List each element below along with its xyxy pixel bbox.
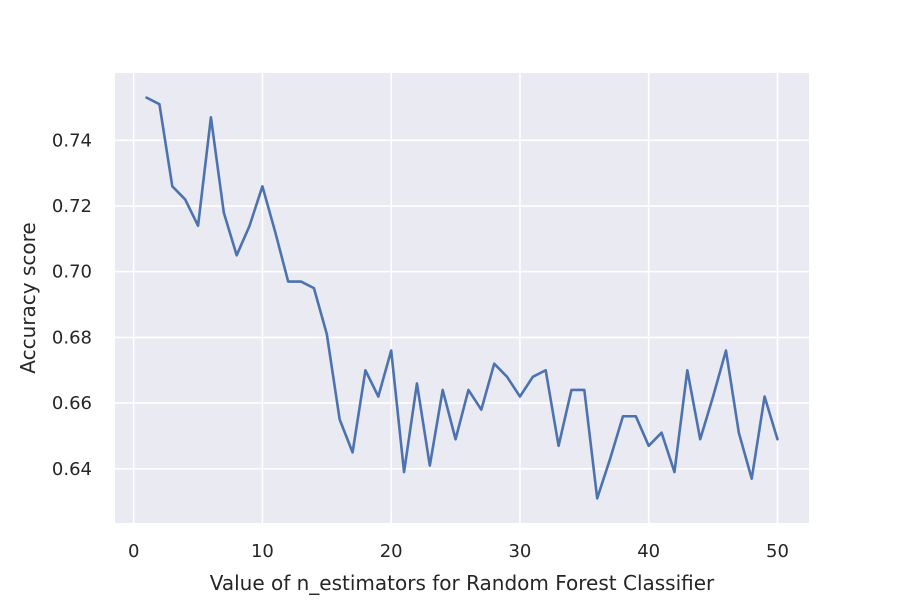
y-tick-label: 0.64 bbox=[52, 459, 92, 480]
x-tick-label: 20 bbox=[380, 541, 403, 562]
y-tick-label: 0.70 bbox=[52, 262, 92, 283]
y-tick-label: 0.66 bbox=[52, 393, 92, 414]
y-axis-label: Accuracy score bbox=[16, 222, 40, 373]
grid-lines bbox=[115, 73, 809, 523]
y-tick-label: 0.68 bbox=[52, 327, 92, 348]
plot-area bbox=[115, 73, 809, 523]
series-line bbox=[145, 96, 779, 500]
x-tick-label: 40 bbox=[637, 541, 660, 562]
tick-labels: 0 10 20 30 40 50 0.64 0.66 0.68 0.70 0.72 0.74 bbox=[52, 130, 789, 562]
x-tick-label: 50 bbox=[766, 541, 789, 562]
y-tick-label: 0.74 bbox=[52, 130, 92, 151]
x-axis-label: Value of n_estimators for Random Forest … bbox=[210, 571, 715, 595]
y-tick-label: 0.72 bbox=[52, 196, 92, 217]
series-group bbox=[145, 96, 779, 500]
x-tick-label: 30 bbox=[508, 541, 531, 562]
x-tick-label: 0 bbox=[128, 541, 139, 562]
x-tick-label: 10 bbox=[251, 541, 274, 562]
